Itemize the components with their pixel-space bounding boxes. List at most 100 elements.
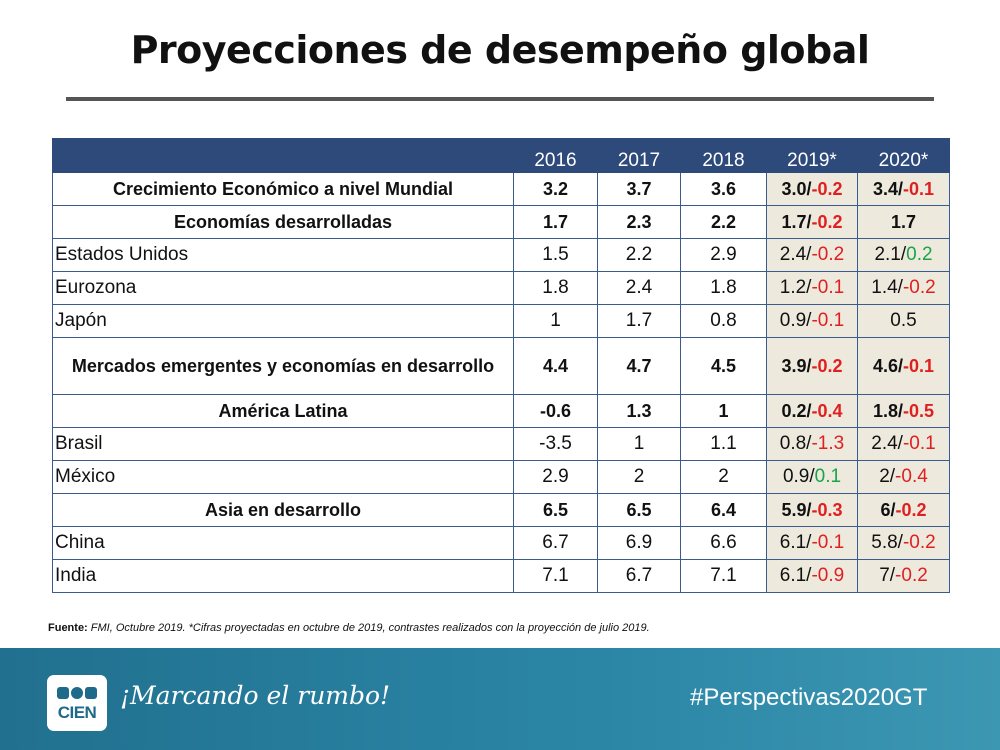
value-cell: 6.7 (513, 526, 598, 560)
row-label: Brasil (52, 427, 514, 461)
value-cell: 2.2 (597, 238, 681, 272)
projection-table: 2016 2017 2018 2019* 2020* Crecimiento Econó… (52, 138, 950, 593)
projection-cell: 2.1/0.2 (857, 238, 950, 272)
table-row: Brasil -3.5 1 1.1 0.8/-1.3 2.4/-0.1 (52, 427, 950, 461)
projection-change: -0.1 (903, 355, 935, 376)
row-label: Mercados emergentes y economías en desar… (52, 337, 514, 395)
value-cell: 2.4 (597, 271, 681, 305)
value-cell: 6.4 (680, 493, 767, 527)
column-header: 2018 (680, 138, 767, 173)
row-label: México (52, 460, 514, 494)
projection-change: 0.1 (814, 466, 842, 487)
table-row: Eurozona 1.8 2.4 1.8 1.2/-0.1 1.4/-0.2 (52, 271, 950, 305)
value-cell: 1.3 (597, 394, 681, 428)
projection-base: 0.9/ (779, 310, 812, 331)
row-label: América Latina (52, 394, 514, 428)
value-cell: 2.9 (513, 460, 598, 494)
projection-cell: 0.5 (857, 304, 950, 338)
table-row: América Latina -0.6 1.3 1 0.2/-0.4 1.8/-0.5 (52, 394, 950, 428)
projection-change: -1.3 (811, 433, 845, 454)
source-text: FMI, Octubre 2019. *Cifras proyectadas e… (90, 622, 650, 634)
projection-cell: 1.7 (857, 205, 950, 239)
row-label: Asia en desarrollo (52, 493, 514, 527)
projection-change: -0.9 (811, 565, 845, 586)
logo-icon (57, 687, 97, 699)
projection-base: 0.9/ (782, 466, 815, 487)
slogan: ¡Marcando el rumbo! (120, 681, 391, 710)
projection-change: -0.2 (811, 244, 845, 265)
value-cell: 2.9 (680, 238, 767, 272)
column-header: 2016 (513, 138, 598, 173)
projection-change: -0.4 (811, 400, 843, 421)
value-cell: 7.1 (680, 559, 767, 593)
projection-base: 1.7 (890, 211, 917, 232)
projection-change: -0.5 (903, 400, 935, 421)
table-row: Asia en desarrollo 6.5 6.5 6.4 5.9/-0.3 6/-0.… (52, 493, 950, 527)
table-row: México 2.9 2 2 0.9/0.1 2/-0.4 (52, 460, 950, 494)
projection-base: 1.7/ (781, 211, 812, 232)
projection-base: 5.9/ (781, 499, 812, 520)
projection-cell: 2.4/-0.1 (857, 427, 950, 461)
projection-base: 2.4/ (871, 433, 903, 454)
projection-change: -0.2 (895, 565, 928, 586)
value-cell: 6.6 (680, 526, 767, 560)
table-row: Estados Unidos 1.5 2.2 2.9 2.4/-0.2 2.1/0.2 (52, 238, 950, 272)
projection-change: -0.2 (811, 355, 843, 376)
footer-banner: CIEN ¡Marcando el rumbo! #Perspectivas20… (0, 648, 1000, 750)
value-cell: 6.5 (597, 493, 681, 527)
value-cell: -3.5 (513, 427, 598, 461)
value-cell: 3.7 (597, 172, 681, 206)
projection-change: -0.1 (811, 310, 845, 331)
table-row: China 6.7 6.9 6.6 6.1/-0.1 5.8/-0.2 (52, 526, 950, 560)
projection-cell: 1.8/-0.5 (857, 394, 950, 428)
projection-base: 3.0/ (781, 178, 812, 199)
source-note: Fuente: FMI, Octubre 2019. *Cifras proye… (48, 622, 650, 634)
projection-base: 6.1/ (779, 532, 812, 553)
row-label: Japón (52, 304, 514, 338)
projection-cell: 1.2/-0.1 (766, 271, 858, 305)
projection-base: 1.8/ (872, 400, 903, 421)
column-header: 2017 (597, 138, 681, 173)
projection-cell: 0.9/0.1 (766, 460, 858, 494)
projection-base: 0.2/ (781, 400, 812, 421)
projection-cell: 5.9/-0.3 (766, 493, 858, 527)
value-cell: 0.8 (680, 304, 767, 338)
header-row: 2016 2017 2018 2019* 2020* (52, 138, 950, 173)
value-cell: 2 (597, 460, 681, 494)
value-cell: 6.7 (597, 559, 681, 593)
column-header: 2020* (857, 138, 950, 173)
projection-cell: 6.1/-0.9 (766, 559, 858, 593)
projection-base: 2/ (879, 466, 896, 487)
value-cell: 1.8 (513, 271, 598, 305)
projection-change: -0.1 (811, 277, 845, 298)
projection-cell: 0.9/-0.1 (766, 304, 858, 338)
value-cell: 2.3 (597, 205, 681, 239)
projection-cell: 7/-0.2 (857, 559, 950, 593)
value-cell: 6.5 (513, 493, 598, 527)
row-label: Eurozona (52, 271, 514, 305)
source-label: Fuente: (48, 622, 88, 634)
projection-cell: 4.6/-0.1 (857, 337, 950, 395)
projection-base: 2.4/ (779, 244, 812, 265)
value-cell: 4.4 (513, 337, 598, 395)
value-cell: 2.2 (680, 205, 767, 239)
projection-cell: 1.7/-0.2 (766, 205, 858, 239)
header-blank (52, 138, 514, 173)
table-row: India 7.1 6.7 7.1 6.1/-0.9 7/-0.2 (52, 559, 950, 593)
table-row: Economías desarrolladas 1.7 2.3 2.2 1.7/-0.2… (52, 205, 950, 239)
projection-change: -0.4 (895, 466, 928, 487)
table-row: Crecimiento Económico a nivel Mundial 3.2… (52, 172, 950, 206)
projection-cell: 3.0/-0.2 (766, 172, 858, 206)
projection-cell: 2.4/-0.2 (766, 238, 858, 272)
projection-change: -0.2 (811, 178, 843, 199)
projection-cell: 6.1/-0.1 (766, 526, 858, 560)
projection-base: 5.8/ (871, 532, 903, 553)
projection-base: 0.5 (890, 310, 917, 331)
value-cell: 7.1 (513, 559, 598, 593)
projection-base: 0.8/ (779, 433, 812, 454)
projection-change: -0.2 (895, 499, 927, 520)
projection-change: -0.2 (902, 277, 936, 298)
value-cell: 1.7 (597, 304, 681, 338)
value-cell: 3.6 (680, 172, 767, 206)
